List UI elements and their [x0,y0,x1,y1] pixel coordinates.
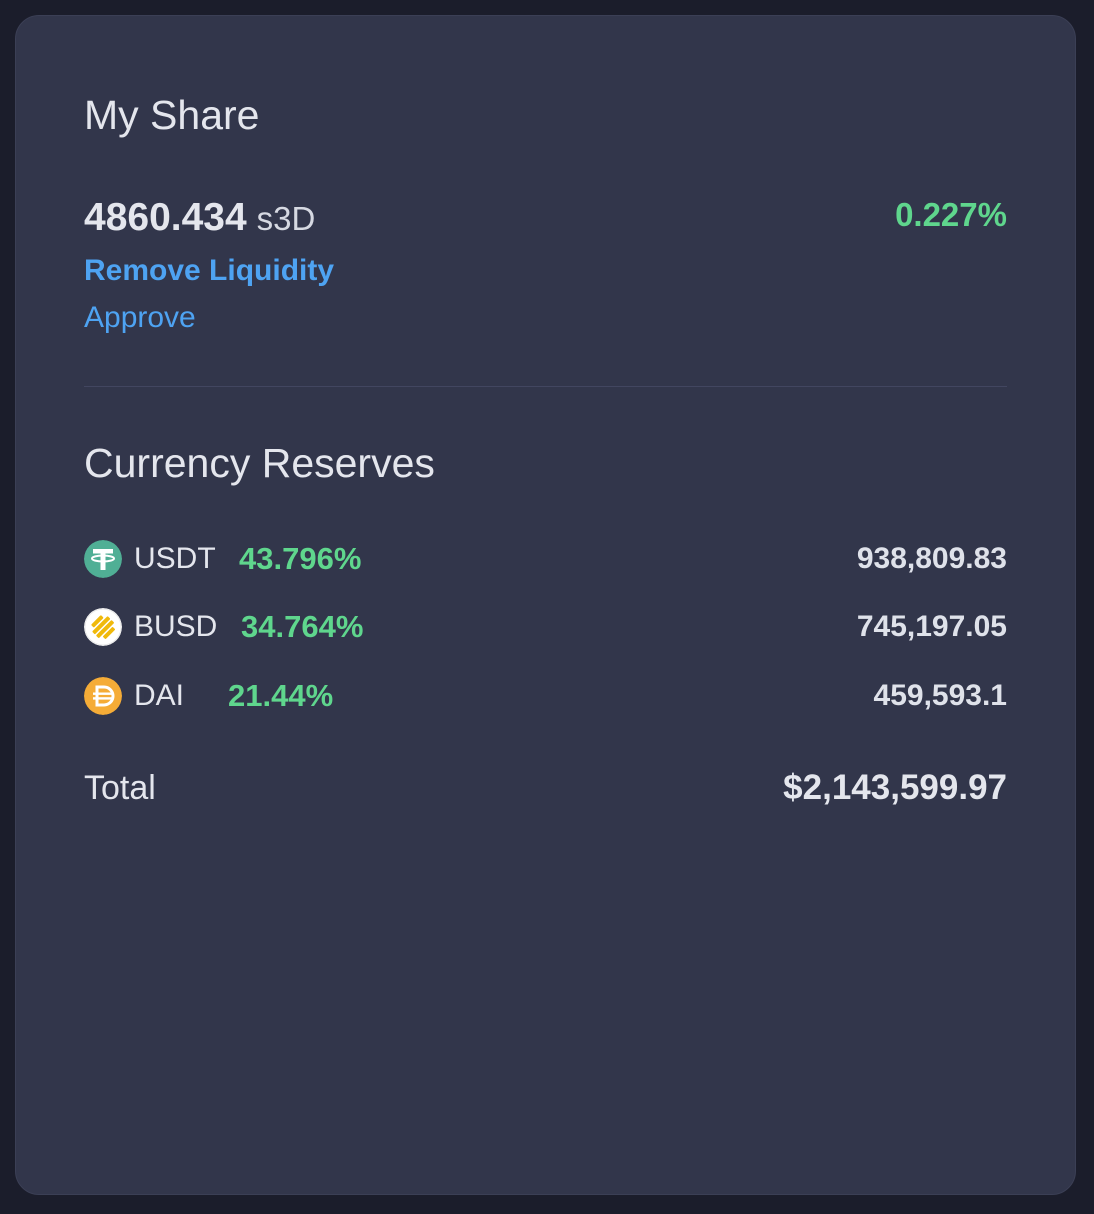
reserve-row-dai: DAI 21.44% 459,593.1 [84,675,1007,717]
reserve-symbol: BUSD [134,610,218,643]
usdt-icon [84,540,122,578]
total-row: Total $2,143,599.97 [84,768,1007,808]
reserve-row-usdt: USDT 43.796% 938,809.83 [84,538,1007,580]
remove-liquidity-link[interactable]: Remove Liquidity [84,254,335,287]
reserve-row-busd: BUSD 34.764% 745,197.05 [84,606,1007,648]
reserve-symbol: DAI [134,679,185,712]
reserve-amount: 459,593.1 [873,679,1007,712]
currency-reserves-title: Currency Reserves [84,440,435,486]
reserve-amount: 745,197.05 [856,610,1007,643]
divider [84,386,1007,387]
share-amount-value: 4860.434 [84,196,247,239]
reserve-symbol: USDT [134,542,216,575]
share-amount-unit: s3D [256,200,316,237]
pool-info-card: My Share 4860.434 s3D 0.227% Remove Liqu… [15,15,1076,1195]
my-share-title: My Share [84,92,260,138]
approve-link[interactable]: Approve [84,301,196,334]
total-label: Total [84,768,156,807]
reserve-percent: 34.764% [241,609,364,644]
reserve-percent: 43.796% [239,541,362,576]
share-percent: 0.227% [895,196,1007,233]
reserve-percent: 21.44% [228,678,334,713]
dai-icon [84,677,122,715]
share-amount: 4860.434 s3D [84,196,315,240]
reserve-amount: 938,809.83 [856,542,1007,575]
total-value: $2,143,599.97 [783,768,1007,807]
busd-icon [84,608,122,646]
